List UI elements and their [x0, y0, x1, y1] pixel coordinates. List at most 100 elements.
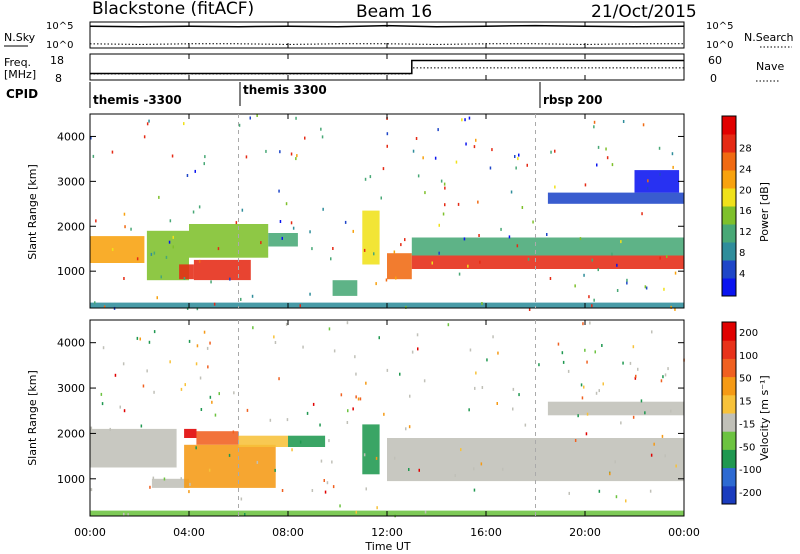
power-speckle: [616, 263, 618, 267]
velocity-ytick-label-1: 1000: [57, 473, 85, 486]
velocity-speckle: [324, 490, 327, 494]
power-speckle: [659, 256, 661, 260]
velocity-speckle: [101, 402, 104, 406]
velocity-speckle: [209, 341, 211, 345]
power-speckle: [295, 116, 297, 120]
velocity-speckle: [153, 330, 156, 334]
velocity-speckle: [346, 421, 349, 424]
power-speckle: [591, 304, 593, 308]
x-tick-label-6: 20:00: [569, 526, 601, 539]
power-speckle: [299, 304, 301, 308]
velocity-speckle: [417, 347, 419, 351]
cpid-segment-1: themis -3300: [93, 93, 182, 107]
velocity-speckle: [581, 396, 584, 400]
velocity-speckle: [328, 327, 331, 331]
velocity-speckle: [323, 479, 325, 482]
power-speckle: [229, 277, 231, 281]
velocity-speckle: [357, 397, 360, 401]
velocity-speckle: [136, 336, 139, 340]
freq-label: Freq.: [4, 56, 31, 69]
velocity-speckle: [574, 439, 577, 442]
power-speckle: [364, 177, 367, 181]
power-speckle: [500, 227, 502, 231]
velocity-speckle: [188, 339, 191, 343]
power-speckle: [463, 237, 466, 241]
velocity-speckle: [598, 389, 600, 393]
power-speckle: [148, 119, 150, 123]
velocity-speckle: [580, 383, 583, 387]
velocity-speckle: [211, 400, 213, 404]
power-colorbar-swatch-7: [722, 170, 736, 189]
velocity-speckle: [609, 472, 611, 476]
velocity-speckle: [586, 360, 588, 364]
power-speckle: [168, 240, 171, 244]
power-colorbar-tick-4: 16: [739, 206, 752, 217]
velocity-speckle: [240, 497, 243, 501]
power-colorbar-swatch-2: [722, 260, 736, 279]
power-ytick-label-4: 4000: [57, 130, 85, 143]
velocity-speckle: [306, 411, 309, 415]
power-speckle: [658, 146, 661, 150]
velocity-speckle: [100, 392, 103, 396]
velocity-speckle: [598, 489, 601, 493]
nave-tick-top: 60: [708, 54, 722, 67]
power-speckle: [290, 221, 293, 225]
power-speckle: [616, 289, 619, 292]
power-band-12: [547, 192, 684, 204]
velocity-speckle: [169, 360, 171, 364]
velocity-speckle: [615, 495, 618, 499]
velocity-colorbar-swatch-1: [722, 485, 736, 505]
power-speckle: [597, 145, 600, 149]
power-speckle: [352, 229, 354, 233]
power-speckle: [475, 138, 477, 142]
velocity-colorbar-swatch-10: [722, 322, 736, 341]
velocity-speckle: [207, 365, 209, 369]
power-speckle: [171, 154, 174, 158]
velocity-speckle: [200, 408, 203, 411]
velocity-speckle: [119, 405, 121, 409]
power-speckle: [123, 277, 125, 280]
velocity-colorbar-swatch-3: [722, 449, 736, 469]
power-speckle: [465, 142, 467, 146]
nsky-label: N.Sky: [4, 31, 36, 44]
power-speckle: [672, 165, 674, 169]
power-speckle: [213, 302, 216, 306]
velocity-speckle: [475, 371, 477, 375]
velocity-ytick-label-2: 2000: [57, 427, 85, 440]
x-tick-label-2: 04:00: [173, 526, 205, 539]
velocity-speckle: [664, 373, 667, 377]
power-speckle: [491, 148, 493, 152]
power-speckle: [136, 257, 139, 261]
power-speckle: [521, 206, 524, 209]
power-speckle: [455, 160, 458, 164]
power-speckle: [518, 153, 520, 157]
power-speckle: [158, 195, 160, 199]
velocity-speckle: [299, 440, 302, 444]
velocity-speckle: [152, 476, 155, 480]
power-speckle: [443, 182, 446, 186]
power-colorbar-tick-3: 12: [739, 227, 752, 238]
power-speckle: [622, 120, 625, 123]
power-speckle: [373, 252, 375, 256]
velocity-speckle: [354, 355, 356, 359]
power-speckle: [424, 191, 426, 195]
velocity-speckle: [524, 423, 527, 427]
velocity-speckle: [497, 351, 499, 355]
power-speckle: [663, 287, 665, 291]
velocity-speckle: [480, 462, 483, 466]
velocity-speckle: [577, 414, 579, 418]
velocity-speckle: [634, 376, 637, 380]
velocity-speckle: [399, 372, 401, 376]
velocity-speckle: [538, 363, 540, 367]
power-speckle: [481, 302, 483, 305]
power-speckle: [579, 237, 582, 241]
power-speckle: [478, 234, 480, 237]
power-speckle: [172, 245, 174, 249]
velocity-speckle: [363, 453, 366, 457]
velocity-speckle: [660, 379, 663, 383]
velocity-speckle: [409, 394, 411, 398]
power-speckle: [467, 264, 469, 268]
velocity-speckle: [346, 321, 349, 325]
velocity-speckle: [311, 489, 314, 492]
power-speckle: [94, 301, 96, 305]
